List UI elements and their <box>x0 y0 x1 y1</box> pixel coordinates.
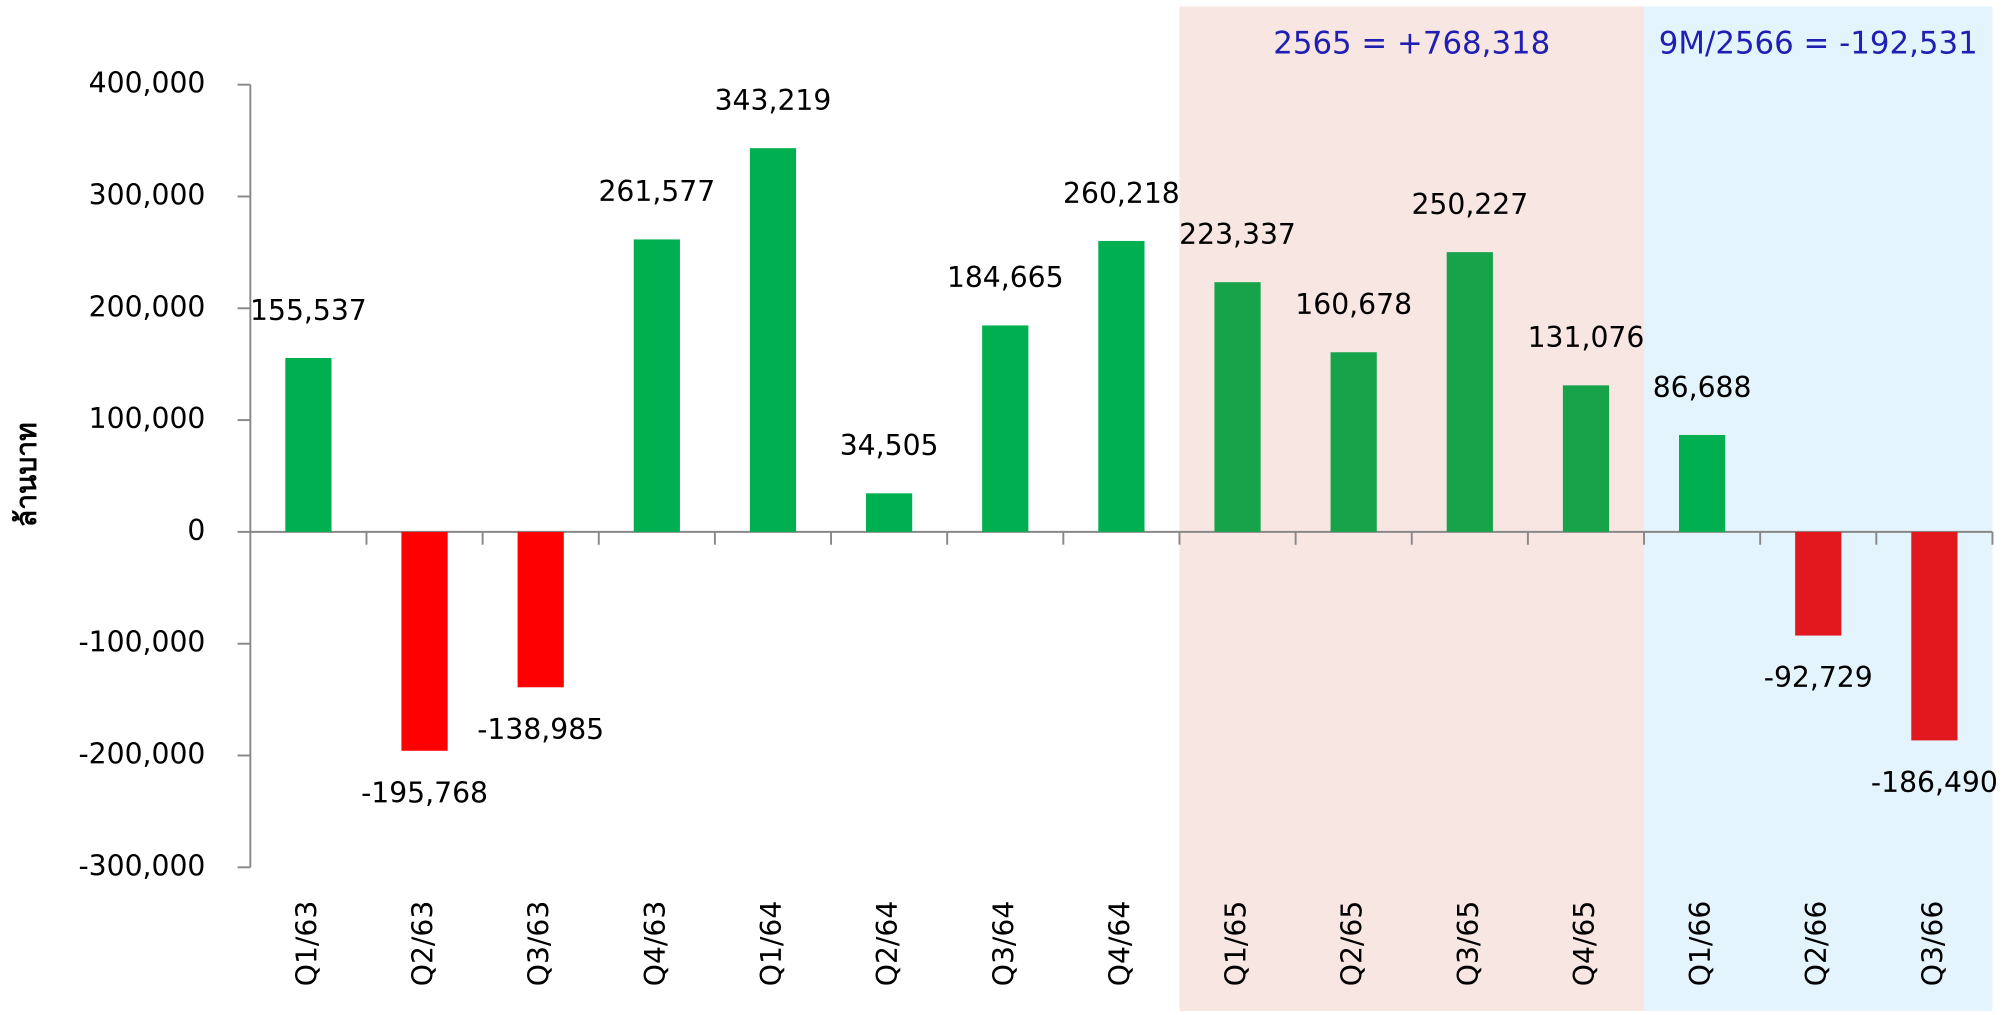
x-tick-label: Q2/65 <box>1336 901 1369 987</box>
x-tick-label: Q3/66 <box>1916 901 1949 987</box>
x-tick-label: Q2/64 <box>871 901 904 987</box>
bar <box>1098 240 1145 532</box>
value-label: 155,537 <box>250 294 367 327</box>
value-label: 261,577 <box>598 175 715 208</box>
x-tick-label: Q1/65 <box>1220 901 1253 987</box>
value-label: -195,768 <box>361 776 488 809</box>
bar <box>1795 531 1842 636</box>
y-tick-label: 200,000 <box>89 290 206 323</box>
bar <box>1446 252 1493 532</box>
value-label: 34,505 <box>840 429 939 462</box>
value-label: -186,490 <box>1871 766 1998 799</box>
bar <box>401 531 448 751</box>
value-label: 250,227 <box>1411 188 1528 221</box>
value-label: 131,076 <box>1528 321 1645 354</box>
x-tick-label: Q2/66 <box>1800 901 1833 987</box>
annotation: 2565 = +768,318 <box>1273 25 1550 61</box>
bar <box>982 325 1029 532</box>
x-tick-label: Q3/63 <box>523 901 556 987</box>
bar <box>1911 531 1958 741</box>
bar <box>1678 434 1726 532</box>
y-tick-label: -200,000 <box>78 738 205 771</box>
x-tick-label: Q4/65 <box>1568 901 1601 987</box>
bar <box>1562 385 1610 532</box>
annotation: 9M/2566 = -192,531 <box>1659 25 1978 61</box>
value-label: -92,729 <box>1764 661 1873 694</box>
bar <box>633 239 680 532</box>
y-tick-label: -100,000 <box>78 626 205 659</box>
x-tick-label: Q3/65 <box>1452 901 1485 987</box>
y-tick-label: 400,000 <box>89 67 206 100</box>
bar <box>285 357 332 532</box>
y-axis-label: ล้านบาท <box>10 422 43 527</box>
bar <box>517 531 564 688</box>
value-label: 86,688 <box>1653 371 1752 404</box>
value-label: 343,219 <box>715 84 832 117</box>
x-tick-label: Q1/66 <box>1684 901 1717 987</box>
bar <box>866 493 913 532</box>
y-tick-label: -300,000 <box>78 849 205 882</box>
value-label: 160,678 <box>1295 288 1412 321</box>
value-label: 223,337 <box>1179 218 1296 251</box>
x-tick-label: Q1/63 <box>290 901 323 987</box>
bar <box>1214 282 1261 532</box>
bar <box>1330 352 1377 532</box>
value-label: 260,218 <box>1063 177 1180 210</box>
x-tick-label: Q3/64 <box>987 901 1020 987</box>
y-tick-label: 100,000 <box>89 402 206 435</box>
value-label: -138,985 <box>477 713 604 746</box>
x-tick-label: Q1/64 <box>755 901 788 987</box>
x-tick-label: Q2/63 <box>407 901 440 987</box>
x-tick-label: Q4/64 <box>1103 901 1136 987</box>
y-tick-label: 0 <box>187 514 205 547</box>
value-label: 184,665 <box>947 261 1064 294</box>
y-tick-label: 300,000 <box>89 178 206 211</box>
x-tick-label: Q4/63 <box>639 901 672 987</box>
bar <box>749 148 797 532</box>
